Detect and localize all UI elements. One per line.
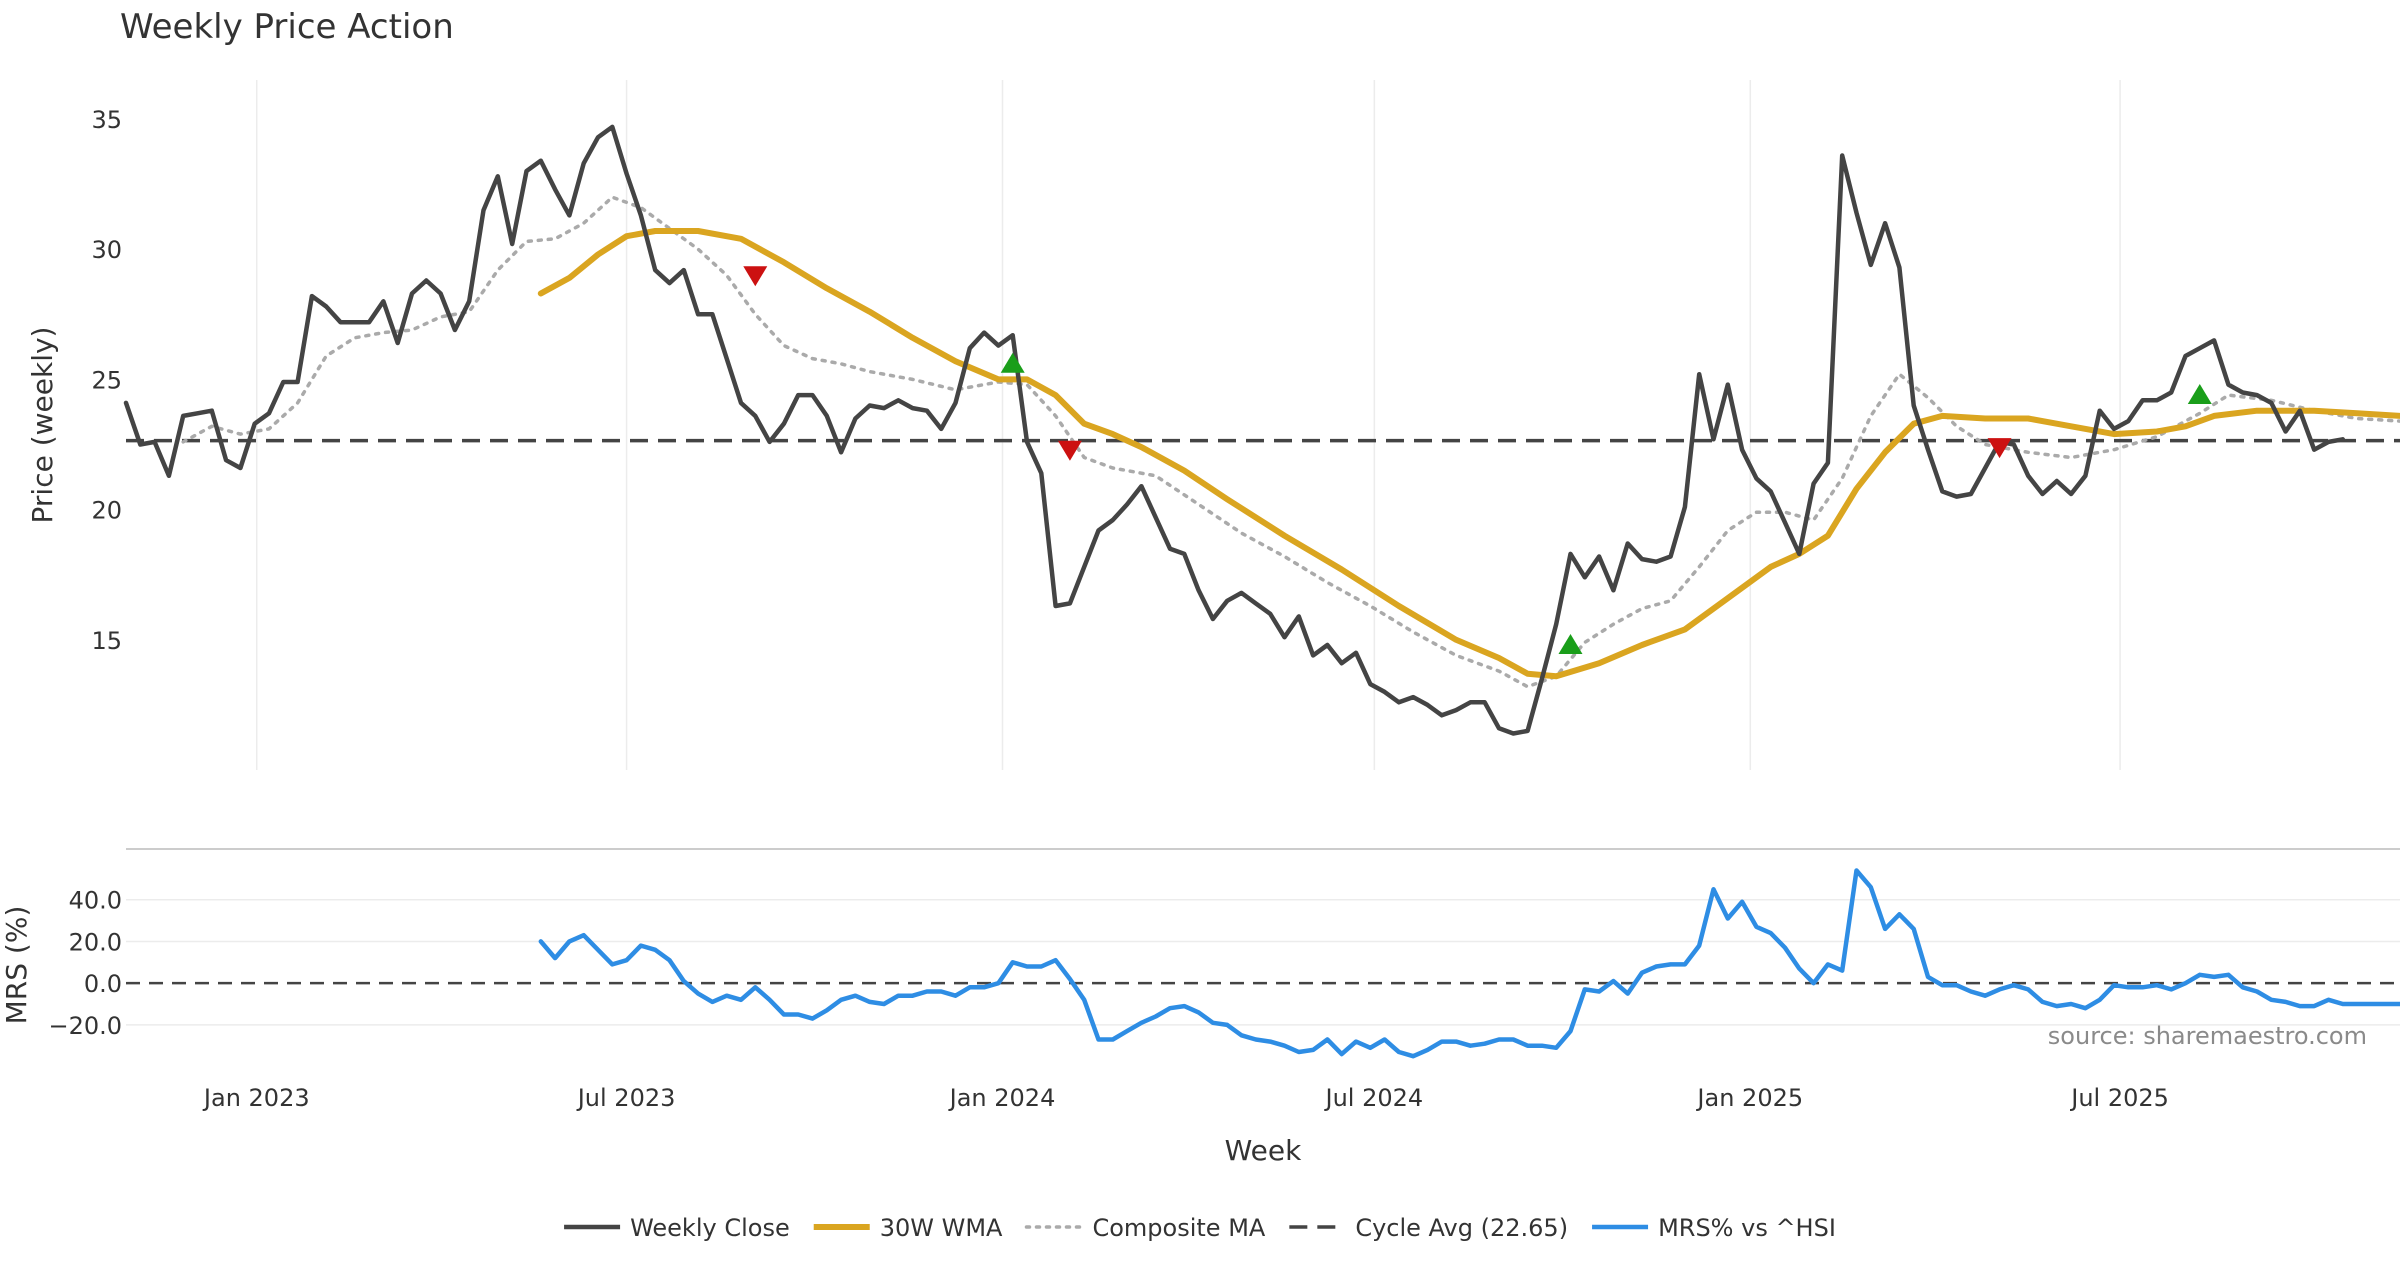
price-y-axis-label: Price (weekly) xyxy=(26,327,59,524)
sell-signal-marker xyxy=(743,266,768,287)
mrs-y-tick: 0.0 xyxy=(84,970,122,998)
price-y-tick: 20 xyxy=(91,497,122,525)
legend: Weekly Close 30W WMA Composite MA Cycle Avg… xyxy=(564,1214,1836,1242)
legend-label: Composite MA xyxy=(1092,1214,1265,1242)
x-tick-label: Jan 2024 xyxy=(948,1084,1056,1112)
buy-signal-marker xyxy=(2187,384,2212,405)
legend-item: 30W WMA xyxy=(813,1214,1003,1242)
x-axis-label: Week xyxy=(1225,1134,1302,1167)
mrs-y-tick: 40.0 xyxy=(69,887,122,915)
x-tick-label: Jan 2025 xyxy=(1695,1084,1803,1112)
buy-signal-marker xyxy=(1000,352,1025,373)
sell-signal-marker xyxy=(1987,438,2012,459)
x-tick-label: Jul 2023 xyxy=(576,1084,676,1112)
legend-label: Weekly Close xyxy=(630,1214,790,1242)
x-tick-label: Jan 2023 xyxy=(202,1084,310,1112)
mrs-y-axis-label: MRS (%) xyxy=(0,906,33,1025)
buy-signal-marker xyxy=(1558,634,1583,655)
price-y-tick: 25 xyxy=(91,366,122,394)
legend-item: MRS% vs ^HSI xyxy=(1592,1214,1836,1242)
x-tick-label: Jul 2025 xyxy=(2069,1084,2169,1112)
series-layer xyxy=(123,124,2400,1059)
x-tick-label: Jul 2024 xyxy=(1324,1084,1424,1112)
sell-signal-marker xyxy=(1057,440,1082,461)
mrs-line xyxy=(538,868,2400,1059)
composite-ma-line xyxy=(181,195,2400,689)
mrs-y-tick: −20.0 xyxy=(48,1012,122,1040)
price-y-tick: 35 xyxy=(91,106,122,134)
x-axis: Jan 2023 Jul 2023 Jan 2024 Jul 2024 Jan 2025… xyxy=(202,1084,2169,1112)
mrs-y-tick: 20.0 xyxy=(69,928,122,956)
source-attribution: source: sharemaestro.com xyxy=(2048,1022,2367,1050)
legend-item: Composite MA xyxy=(1024,1214,1266,1242)
chart-title: Weekly Price Action xyxy=(120,7,454,47)
legend-item: Weekly Close xyxy=(564,1214,790,1242)
legend-item: Cycle Avg (22.65) xyxy=(1289,1214,1568,1242)
price-y-tick: 15 xyxy=(91,627,122,655)
price-y-axis: 15 20 25 30 35 xyxy=(91,106,122,655)
wma-30w-line xyxy=(537,228,2400,680)
mrs-grid xyxy=(126,898,2400,1026)
legend-label: Cycle Avg (22.65) xyxy=(1355,1214,1568,1242)
signal-markers xyxy=(743,266,2212,655)
weekly-close-line xyxy=(123,124,2346,736)
legend-label: MRS% vs ^HSI xyxy=(1658,1214,1836,1242)
mrs-y-axis: −20.0 0.0 20.0 40.0 xyxy=(48,887,122,1040)
legend-label: 30W WMA xyxy=(880,1214,1003,1242)
price-y-tick: 30 xyxy=(91,236,122,264)
